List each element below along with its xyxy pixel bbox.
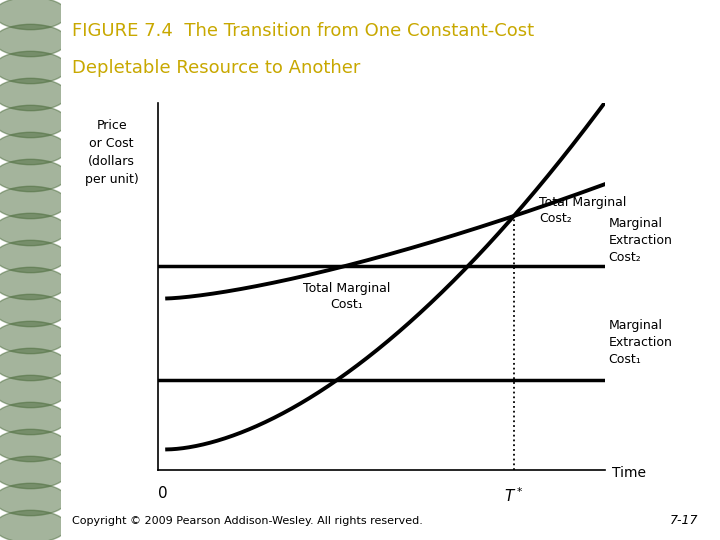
Ellipse shape: [0, 510, 68, 540]
Ellipse shape: [0, 348, 68, 381]
Ellipse shape: [0, 132, 68, 165]
Text: Depletable Resource to Another: Depletable Resource to Another: [72, 59, 361, 77]
Ellipse shape: [0, 321, 68, 354]
Ellipse shape: [0, 402, 68, 435]
Text: Marginal
Extraction
Cost₂: Marginal Extraction Cost₂: [608, 217, 672, 264]
Ellipse shape: [0, 24, 68, 57]
Text: 7-17: 7-17: [670, 514, 698, 526]
Ellipse shape: [0, 456, 68, 489]
Ellipse shape: [0, 0, 68, 30]
Ellipse shape: [0, 186, 68, 219]
Ellipse shape: [0, 213, 68, 246]
Text: Copyright © 2009 Pearson Addison-Wesley. All rights reserved.: Copyright © 2009 Pearson Addison-Wesley.…: [72, 516, 423, 526]
Ellipse shape: [0, 51, 68, 84]
Ellipse shape: [0, 105, 68, 138]
Text: $T^*$: $T^*$: [504, 486, 523, 505]
Text: 0: 0: [158, 486, 168, 501]
Text: Total Marginal
Cost₂: Total Marginal Cost₂: [539, 196, 626, 225]
Ellipse shape: [0, 294, 68, 327]
Ellipse shape: [0, 429, 68, 462]
Ellipse shape: [0, 483, 68, 516]
Text: Time: Time: [612, 465, 646, 480]
Ellipse shape: [0, 375, 68, 408]
Text: Total Marginal
Cost₁: Total Marginal Cost₁: [303, 282, 390, 311]
Ellipse shape: [0, 159, 68, 192]
Text: Marginal
Extraction
Cost₁: Marginal Extraction Cost₁: [608, 319, 672, 367]
Ellipse shape: [0, 78, 68, 111]
Text: FIGURE 7.4  The Transition from One Constant-Cost: FIGURE 7.4 The Transition from One Const…: [72, 22, 534, 39]
Ellipse shape: [0, 240, 68, 273]
Ellipse shape: [0, 267, 68, 300]
Text: Price
or Cost
(dollars
per unit): Price or Cost (dollars per unit): [85, 119, 138, 186]
